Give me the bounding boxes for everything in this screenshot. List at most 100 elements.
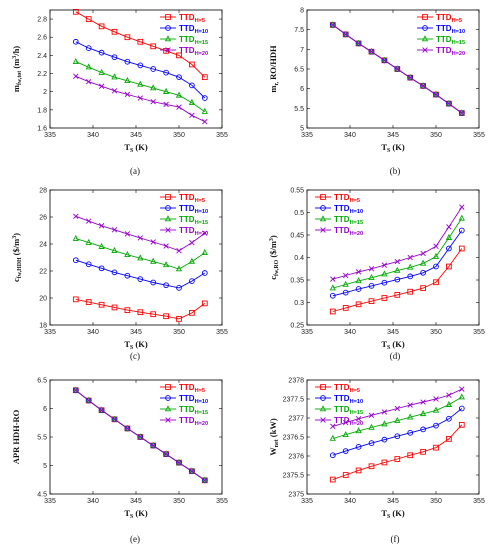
y-axis-label: mfw,tot (m3/h) (11, 46, 23, 92)
data-point (189, 239, 195, 246)
data-point (163, 243, 169, 249)
legend-label: TTDH=5 (334, 193, 360, 204)
data-point (189, 82, 195, 89)
data-point (368, 463, 375, 470)
data-point (137, 235, 144, 241)
legend-marker (165, 384, 171, 390)
x-tick-label: 350 (173, 329, 185, 336)
data-point (163, 282, 169, 289)
data-point (175, 91, 183, 98)
legend-marker (422, 47, 428, 53)
data-point (433, 422, 439, 429)
data-point (355, 444, 362, 450)
data-point (394, 266, 401, 273)
chart-panel: 335 340 345 350 355 18 20 22 24 26 28 TS (K) cfw,HDH… (11, 188, 228, 362)
x-tick-label: 355 (473, 498, 485, 505)
chart-panel: 335 340 345 350 355 1.6 1.8 2 2.2 2.4 2.6 2.8 TS (K)… (11, 8, 228, 176)
data-point (124, 425, 131, 432)
data-point (394, 292, 401, 298)
data-point (188, 98, 196, 105)
x-tick-label: 340 (344, 132, 356, 139)
data-point (111, 269, 118, 276)
data-point (329, 308, 336, 315)
legend-entry: TTDH=5 (160, 193, 205, 204)
x-tick-label: 340 (87, 132, 99, 139)
y-tick-label: 28 (39, 188, 47, 195)
series-line (75, 259, 206, 289)
y-tick-label: 2.4 (37, 53, 47, 60)
data-point (433, 91, 439, 98)
y-axis-label: Wnet (kW) (268, 418, 280, 456)
data-point (150, 84, 157, 91)
data-point (394, 416, 401, 423)
data-point (98, 83, 105, 89)
legend-entry: TTDH=20 (160, 416, 208, 427)
y-tick-label: 2375.5 (283, 473, 305, 480)
data-point (137, 62, 144, 69)
legend-entry: TTDH=20 (315, 226, 363, 237)
y-tick-label: 5 (43, 463, 47, 470)
data-point (420, 448, 426, 455)
y-axis-label: cfw,HDH ($/m3) (11, 233, 23, 282)
data-point (446, 415, 452, 422)
data-point (124, 77, 131, 84)
data-point (342, 448, 349, 454)
data-point (124, 58, 131, 65)
data-point (150, 239, 156, 245)
data-point (98, 265, 105, 272)
x-tick-label: 350 (173, 498, 185, 505)
data-point (420, 269, 426, 276)
y-axis-label: cfw,RO ($/m3) (268, 235, 280, 280)
data-point (445, 233, 453, 240)
data-point (407, 413, 414, 420)
y-tick-label: 5 (300, 126, 304, 133)
data-point (176, 285, 182, 291)
data-point (137, 80, 144, 87)
data-point (111, 28, 118, 35)
data-point (368, 266, 375, 272)
data-point (176, 248, 182, 254)
x-tick-label: 350 (430, 132, 442, 139)
data-point (98, 223, 105, 229)
data-point (137, 254, 144, 261)
legend-label: TTDH=10 (334, 204, 363, 215)
panel-label: (d) (390, 351, 401, 361)
legend-marker (320, 395, 326, 401)
data-point (189, 310, 195, 316)
chart-panel: 335 340 345 350 355 5 5.5 6 6.5 7 7.5 8 TS (K) mr, RO… (268, 8, 485, 177)
data-point (381, 409, 388, 415)
data-point (459, 110, 465, 116)
data-point (432, 406, 440, 413)
y-tick-label: 0.4 (294, 255, 304, 262)
x-tick-label: 345 (387, 329, 399, 336)
legend-marker (319, 215, 327, 222)
data-point (381, 420, 388, 427)
series-line (332, 396, 463, 439)
x-tick-label: 335 (301, 498, 313, 505)
data-point (458, 421, 465, 428)
legend-marker (320, 227, 326, 233)
legend-marker (165, 194, 171, 200)
y-tick-label: 2376.5 (283, 435, 305, 442)
data-point (459, 386, 465, 392)
data-point (85, 63, 92, 70)
data-point (124, 34, 131, 41)
data-point (124, 251, 131, 258)
x-tick-label: 345 (387, 132, 399, 139)
panel-label: (c) (130, 351, 140, 361)
series-line (75, 41, 206, 99)
x-tick-label: 345 (130, 498, 142, 505)
legend-entry: TTDH=10 (417, 24, 465, 35)
data-point (355, 277, 362, 284)
y-tick-label: 26 (39, 215, 47, 222)
legend-marker (165, 25, 171, 31)
data-point (420, 285, 426, 291)
y-tick-label: 2.2 (37, 71, 47, 78)
panel-label: (f) (391, 534, 400, 544)
data-point (381, 262, 388, 268)
y-tick-label: 7.5 (294, 27, 304, 34)
y-tick-label: 6 (300, 86, 304, 93)
data-point (162, 87, 170, 94)
legend-marker (165, 395, 171, 401)
series-line (75, 11, 206, 78)
